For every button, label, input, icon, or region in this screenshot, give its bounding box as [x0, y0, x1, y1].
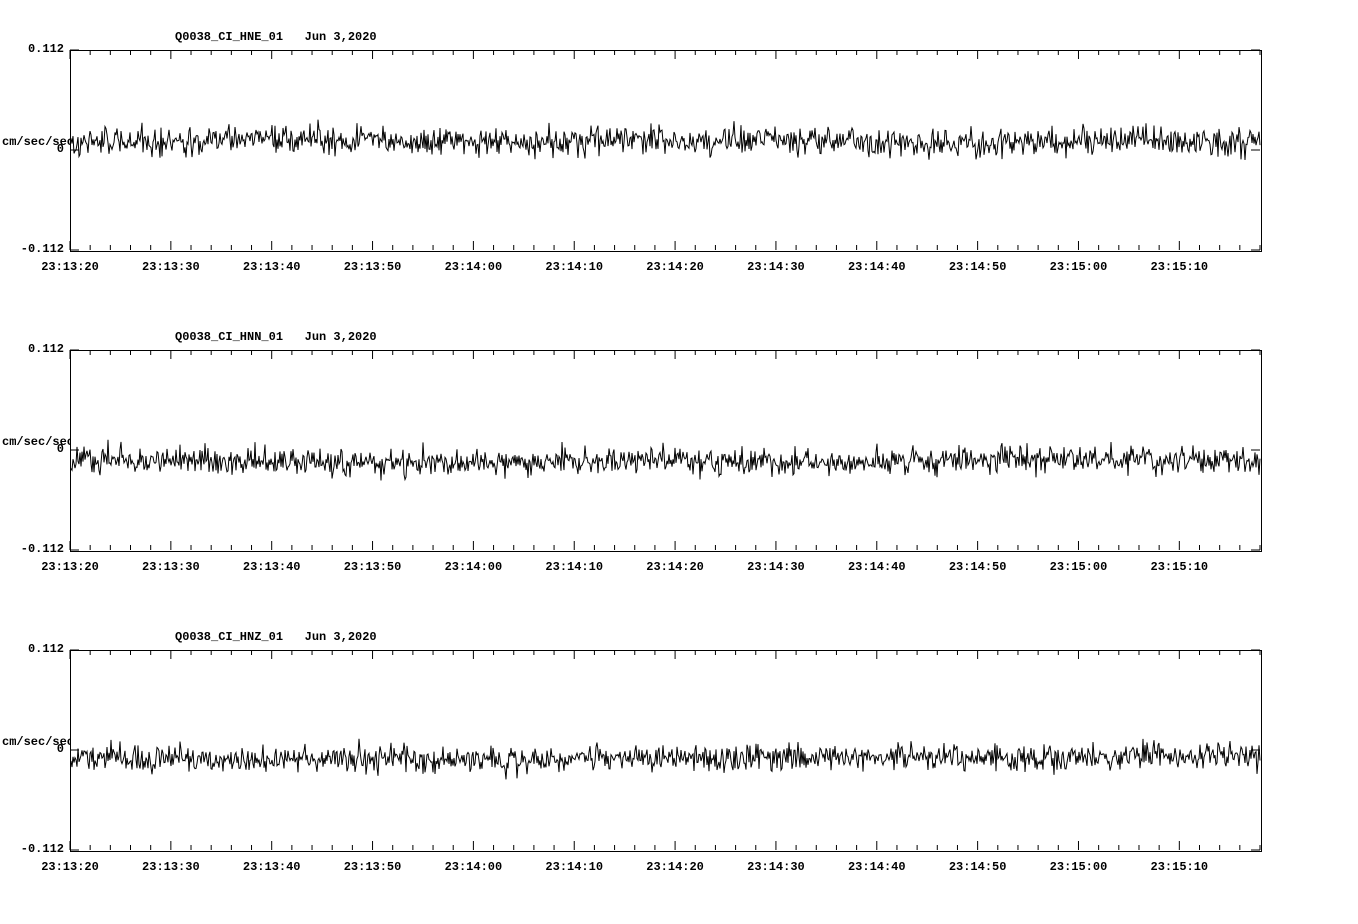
- xtick-label: 23:15:10: [1151, 860, 1209, 874]
- xtick-label: 23:15:00: [1050, 560, 1108, 574]
- xtick-label: 23:13:20: [41, 260, 99, 274]
- seismogram-page: Q0038_CI_HNE_01 Jun 3,2020 cm/sec/sec 0.…: [0, 0, 1358, 924]
- xtick-label: 23:14:10: [545, 260, 603, 274]
- tick-marks: [0, 320, 1358, 580]
- xtick-label: 23:13:30: [142, 260, 200, 274]
- xtick-label: 23:15:10: [1151, 560, 1209, 574]
- xtick-label: 23:14:50: [949, 560, 1007, 574]
- xtick-label: 23:14:20: [646, 860, 704, 874]
- xtick-label: 23:14:40: [848, 260, 906, 274]
- panel-hne: Q0038_CI_HNE_01 Jun 3,2020 cm/sec/sec 0.…: [0, 20, 1358, 320]
- panel-hnz: Q0038_CI_HNZ_01 Jun 3,2020 cm/sec/sec 0.…: [0, 620, 1358, 920]
- xtick-label: 23:14:00: [445, 260, 503, 274]
- xtick-label: 23:14:50: [949, 860, 1007, 874]
- panel-hnn: Q0038_CI_HNN_01 Jun 3,2020 cm/sec/sec 0.…: [0, 320, 1358, 620]
- xtick-label: 23:13:50: [344, 860, 402, 874]
- xtick-label: 23:13:30: [142, 860, 200, 874]
- tick-marks: [0, 620, 1358, 880]
- xtick-label: 23:13:20: [41, 860, 99, 874]
- xtick-label: 23:14:40: [848, 860, 906, 874]
- xtick-label: 23:13:40: [243, 560, 301, 574]
- tick-marks: [0, 20, 1358, 280]
- xtick-label: 23:14:00: [445, 860, 503, 874]
- xtick-label: 23:14:00: [445, 560, 503, 574]
- xtick-label: 23:14:50: [949, 260, 1007, 274]
- xtick-label: 23:13:20: [41, 560, 99, 574]
- xtick-label: 23:15:00: [1050, 260, 1108, 274]
- xtick-label: 23:14:40: [848, 560, 906, 574]
- xtick-label: 23:14:20: [646, 260, 704, 274]
- xtick-label: 23:13:30: [142, 560, 200, 574]
- xtick-label: 23:14:10: [545, 560, 603, 574]
- xtick-label: 23:14:30: [747, 860, 805, 874]
- xtick-label: 23:15:00: [1050, 860, 1108, 874]
- xtick-label: 23:13:50: [344, 260, 402, 274]
- xtick-label: 23:14:30: [747, 560, 805, 574]
- xtick-label: 23:15:10: [1151, 260, 1209, 274]
- xtick-label: 23:13:40: [243, 260, 301, 274]
- xtick-label: 23:14:10: [545, 860, 603, 874]
- xtick-label: 23:13:50: [344, 560, 402, 574]
- xtick-label: 23:14:30: [747, 260, 805, 274]
- xtick-label: 23:13:40: [243, 860, 301, 874]
- xtick-label: 23:14:20: [646, 560, 704, 574]
